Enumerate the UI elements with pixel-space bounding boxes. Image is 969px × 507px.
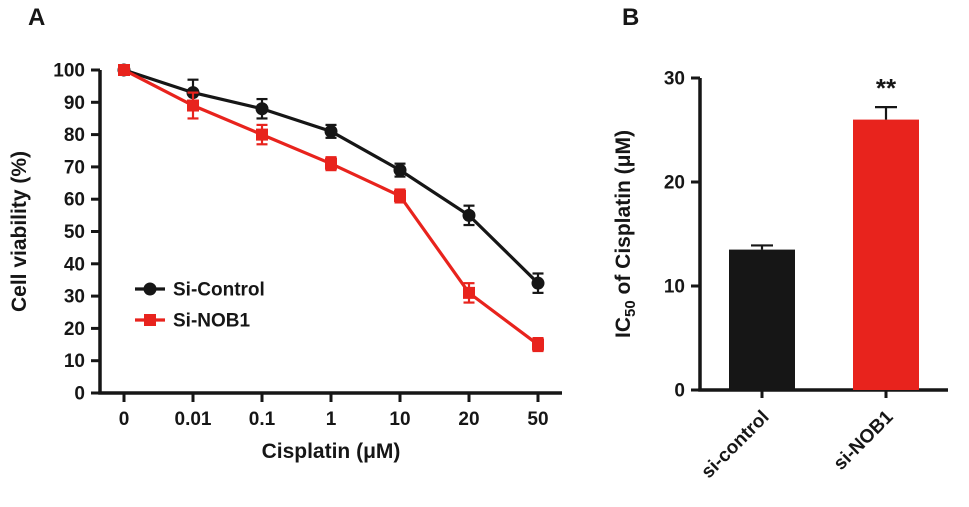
svg-text:20: 20	[664, 173, 685, 194]
svg-text:Cell viability (%): Cell viability (%)	[8, 151, 31, 312]
panel-a-label: A	[28, 4, 46, 31]
svg-text:10: 10	[389, 409, 410, 430]
svg-text:si-control: si-control	[697, 407, 773, 483]
ic50-bar-chart: 0 10 20 30 si-control si-NOB1 ** IC50 of Cispla…	[612, 69, 948, 483]
svg-text:Cisplatin (μM): Cisplatin (μM)	[262, 440, 401, 463]
svg-text:40: 40	[64, 254, 85, 275]
svg-text:70: 70	[64, 157, 85, 178]
svg-text:90: 90	[64, 93, 85, 114]
svg-text:30: 30	[64, 287, 85, 308]
panel-b-label: B	[622, 4, 640, 31]
svg-text:50: 50	[64, 222, 85, 243]
svg-text:20: 20	[458, 409, 479, 430]
panel-a: A 0 10 20 30 40 50 60 70 80 90 100 0 0.01 0.1 1 10 20 50 C…	[8, 4, 562, 463]
svg-text:Si-NOB1: Si-NOB1	[173, 311, 251, 332]
svg-text:20: 20	[64, 319, 85, 340]
svg-text:10: 10	[64, 351, 85, 372]
svg-text:100: 100	[53, 61, 85, 82]
svg-text:si-NOB1: si-NOB1	[830, 406, 898, 474]
cell-viability-line-chart: 0 10 20 30 40 50 60 70 80 90 100 0 0.01 0.1 1 10 20 50 Cis…	[8, 61, 562, 463]
svg-text:0: 0	[74, 384, 85, 405]
svg-text:0.1: 0.1	[249, 409, 276, 430]
svg-text:**: **	[876, 73, 897, 103]
svg-text:50: 50	[527, 409, 548, 430]
svg-text:60: 60	[64, 190, 85, 211]
svg-text:1: 1	[326, 409, 337, 430]
svg-text:10: 10	[664, 277, 685, 298]
svg-text:0.01: 0.01	[175, 409, 212, 430]
panel-b: B 0 10 20 30 si-control si-NOB1 ** IC50 of Cisp…	[600, 0, 969, 507]
svg-text:0: 0	[674, 381, 685, 402]
svg-text:0: 0	[119, 409, 130, 430]
svg-text:80: 80	[64, 125, 85, 146]
svg-text:30: 30	[664, 69, 685, 90]
svg-text:IC50 of Cisplatin (μM): IC50 of Cisplatin (μM)	[612, 130, 639, 338]
svg-text:Si-Control: Si-Control	[173, 280, 265, 301]
